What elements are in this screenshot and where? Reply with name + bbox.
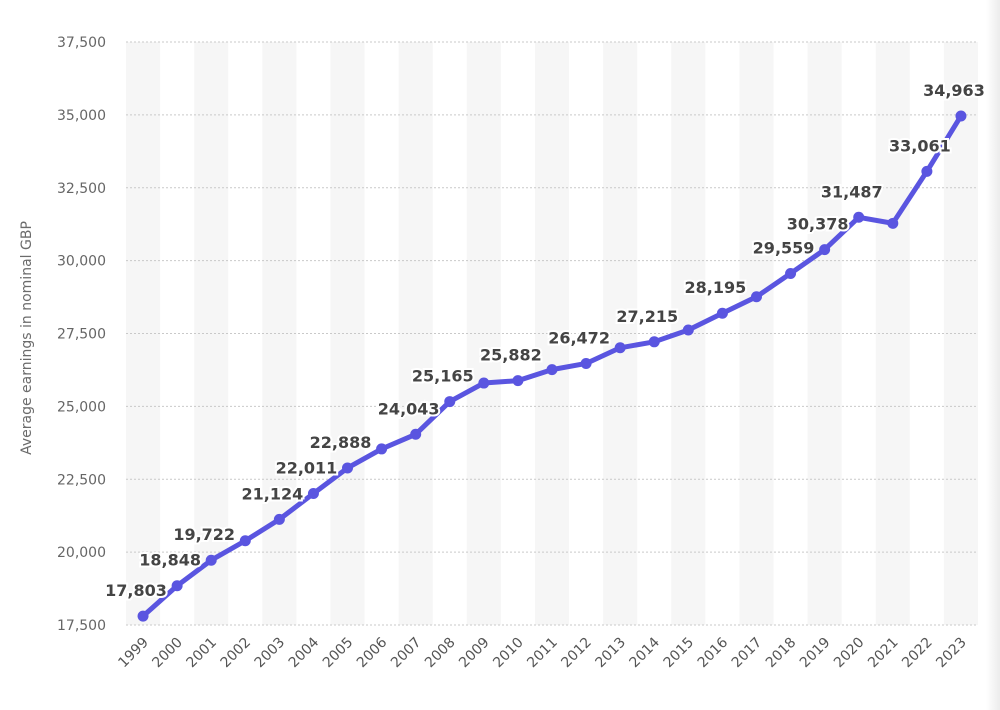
x-tick-label: 2001 bbox=[184, 635, 221, 672]
y-tick-label: 27,500 bbox=[57, 327, 106, 343]
y-tick-label: 37,500 bbox=[57, 35, 106, 51]
data-point-2003 bbox=[273, 513, 285, 525]
data-point-2017 bbox=[750, 291, 762, 303]
data-point-2012 bbox=[580, 357, 592, 369]
data-point-2008 bbox=[444, 396, 456, 408]
x-tick-label: 1999 bbox=[115, 635, 152, 672]
data-point-2001 bbox=[205, 554, 217, 566]
data-point-2006 bbox=[376, 443, 388, 455]
y-tick-label: 25,000 bbox=[57, 399, 106, 415]
x-tick-label: 2015 bbox=[661, 635, 698, 672]
data-point-2000 bbox=[171, 580, 183, 592]
x-tick-label: 2014 bbox=[627, 634, 664, 671]
y-axis-title: Average earnings in nominal GBP bbox=[19, 221, 35, 455]
data-label-2014: 27,215 bbox=[616, 307, 678, 326]
data-point-2014 bbox=[648, 336, 660, 348]
data-label-1999: 17,803 bbox=[105, 581, 167, 600]
gridlines bbox=[126, 41, 978, 626]
data-labels: 17,803 18,848 19,722 21,124 22,011 22,888 24,0… bbox=[103, 79, 987, 602]
data-points bbox=[137, 110, 967, 622]
band-2021 bbox=[875, 42, 910, 625]
x-tick-label: 2017 bbox=[729, 635, 766, 672]
data-label-2008: 25,165 bbox=[412, 367, 474, 386]
x-tick-label: 2009 bbox=[456, 635, 493, 672]
data-label-2004: 22,011 bbox=[276, 459, 338, 478]
data-label-2018: 29,559 bbox=[753, 238, 815, 257]
data-point-2010 bbox=[512, 375, 524, 387]
data-point-2011 bbox=[546, 364, 558, 376]
data-point-2016 bbox=[716, 307, 728, 319]
x-tick-label: 2004 bbox=[286, 634, 323, 671]
x-tick-label: 2000 bbox=[149, 635, 186, 672]
data-point-2020 bbox=[853, 211, 865, 223]
data-point-2007 bbox=[410, 428, 422, 440]
data-label-2001: 19,722 bbox=[173, 525, 235, 544]
y-tick-label: 35,000 bbox=[57, 108, 106, 124]
y-tick-label: 30,000 bbox=[57, 254, 106, 270]
data-label-2016: 28,195 bbox=[685, 278, 747, 297]
x-tick-label: 2016 bbox=[695, 634, 732, 671]
data-point-1999 bbox=[137, 610, 149, 622]
data-point-2022 bbox=[921, 165, 933, 177]
data-point-2015 bbox=[682, 324, 694, 336]
x-tick-label: 2023 bbox=[933, 635, 970, 672]
x-tick-label: 2018 bbox=[763, 635, 800, 672]
band-2017 bbox=[739, 42, 774, 625]
y-tick-label: 32,500 bbox=[57, 181, 106, 197]
y-tick-label: 17,500 bbox=[57, 618, 106, 634]
x-tick-label: 2011 bbox=[524, 635, 561, 672]
data-label-2007: 24,043 bbox=[378, 399, 440, 418]
x-tick-label: 2022 bbox=[899, 635, 936, 672]
x-axis-ticks: 1999200020012002200320042005200620072008… bbox=[115, 634, 969, 671]
y-axis-ticks: 17,500 20,000 22,500 25,000 27,500 30,000 32,5… bbox=[57, 35, 106, 634]
data-label-2012: 26,472 bbox=[548, 328, 610, 347]
x-tick-label: 2007 bbox=[388, 635, 425, 672]
data-label-2003: 21,124 bbox=[241, 484, 303, 503]
data-label-2005: 22,888 bbox=[310, 433, 372, 452]
x-tick-label: 2010 bbox=[490, 635, 527, 672]
data-label-2010: 25,882 bbox=[480, 346, 542, 365]
data-label-2023: 34,963 bbox=[923, 81, 985, 100]
data-label-2022: 33,061 bbox=[889, 136, 951, 155]
data-label-2000: 18,848 bbox=[139, 551, 201, 570]
data-point-2002 bbox=[239, 535, 251, 547]
y-tick-label: 20,000 bbox=[57, 545, 106, 561]
data-label-2019: 30,378 bbox=[787, 215, 849, 234]
band-2019 bbox=[807, 42, 842, 625]
data-point-2005 bbox=[342, 462, 354, 474]
data-point-2009 bbox=[478, 377, 490, 389]
x-tick-label: 2006 bbox=[354, 634, 391, 671]
data-point-2018 bbox=[785, 267, 797, 279]
data-point-2013 bbox=[614, 342, 626, 354]
right-edge-shade bbox=[986, 0, 1000, 710]
x-tick-label: 2008 bbox=[422, 635, 459, 672]
data-point-2019 bbox=[819, 244, 831, 256]
data-point-2023 bbox=[955, 110, 967, 122]
x-tick-label: 2003 bbox=[252, 635, 289, 672]
x-tick-label: 2021 bbox=[865, 635, 902, 672]
band-2023 bbox=[943, 42, 978, 625]
x-tick-label: 2020 bbox=[831, 635, 868, 672]
y-tick-label: 22,500 bbox=[57, 472, 106, 488]
data-label-2020: 31,487 bbox=[821, 182, 883, 201]
x-tick-label: 2019 bbox=[797, 635, 834, 672]
x-tick-label: 2002 bbox=[218, 635, 255, 672]
x-tick-label: 2013 bbox=[592, 635, 629, 672]
data-point-2004 bbox=[307, 488, 319, 500]
x-tick-label: 2012 bbox=[558, 635, 595, 672]
x-tick-label: 2005 bbox=[320, 635, 357, 672]
data-point-2021 bbox=[887, 217, 899, 229]
